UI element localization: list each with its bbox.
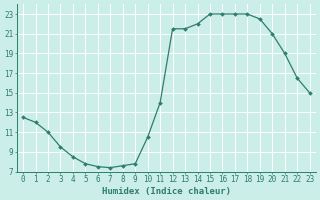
X-axis label: Humidex (Indice chaleur): Humidex (Indice chaleur) (102, 187, 231, 196)
